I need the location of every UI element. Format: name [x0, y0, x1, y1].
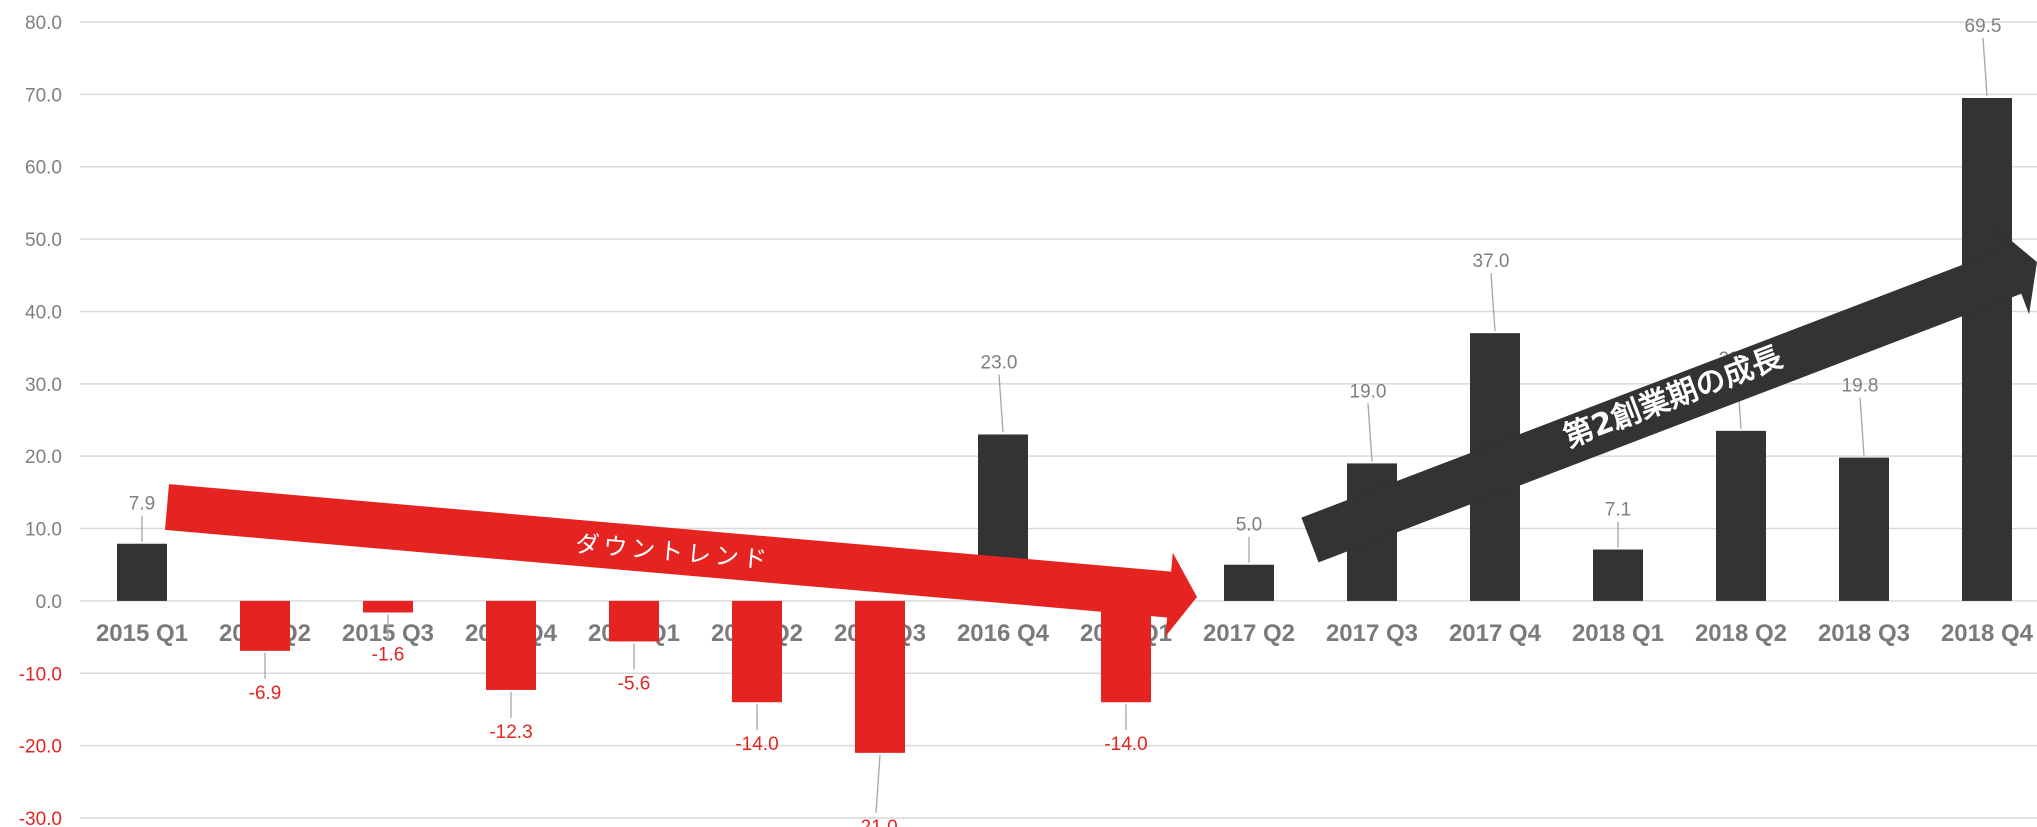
data-label: -1.6	[372, 644, 405, 665]
y-tick-label: -10.0	[19, 664, 62, 685]
data-label: 5.0	[1236, 515, 1262, 536]
data-label: -21.0	[854, 817, 897, 827]
x-tick-label: 2018 Q1	[1572, 620, 1664, 647]
data-label: 19.8	[1842, 376, 1879, 397]
bar	[117, 543, 167, 601]
growth-arrow	[1301, 228, 2037, 563]
y-tick-label: 50.0	[25, 230, 62, 251]
x-tick-label: 2016 Q4	[957, 620, 1050, 647]
bar	[240, 600, 290, 651]
x-tick-label: 2017 Q2	[1203, 620, 1295, 647]
data-label: 19.0	[1350, 381, 1387, 402]
data-label-leader	[875, 754, 881, 813]
data-label-leader	[1859, 397, 1865, 456]
data-label-leader	[1367, 403, 1373, 462]
x-tick-label: 2017 Q3	[1326, 620, 1418, 647]
bar	[732, 600, 782, 703]
data-label: 7.1	[1605, 500, 1631, 521]
x-tick-label: 2018 Q4	[1941, 620, 2034, 647]
bar	[1962, 97, 2012, 601]
y-tick-label: -20.0	[19, 737, 62, 758]
bar	[363, 600, 413, 613]
data-label: -6.9	[249, 683, 282, 704]
data-label-leader	[1490, 273, 1496, 332]
y-tick-label: 30.0	[25, 375, 62, 396]
x-tick-label: 2015 Q1	[96, 620, 188, 647]
y-tick-label: 60.0	[25, 158, 62, 179]
downtrend-arrow	[165, 484, 1197, 637]
data-label: 69.5	[1965, 16, 2002, 37]
data-label: -14.0	[735, 734, 778, 755]
data-label: 37.0	[1473, 251, 1510, 272]
y-tick-label: 20.0	[25, 447, 62, 468]
y-tick-label: 70.0	[25, 85, 62, 106]
y-tick-label: 10.0	[25, 520, 62, 541]
bar	[855, 600, 905, 753]
x-tick-label: 2018 Q2	[1695, 620, 1787, 647]
bar	[1224, 564, 1274, 601]
data-label: -12.3	[489, 722, 532, 743]
bar	[1101, 600, 1151, 703]
bar	[486, 600, 536, 690]
bar	[1593, 549, 1643, 601]
data-label: -14.0	[1104, 734, 1147, 755]
x-tick-label: 2018 Q3	[1818, 620, 1910, 647]
y-tick-label: 40.0	[25, 302, 62, 323]
bar	[609, 600, 659, 642]
y-tick-label: 0.0	[36, 592, 62, 613]
data-label-leader	[998, 374, 1004, 433]
bar	[1839, 457, 1889, 601]
data-label: 23.0	[981, 352, 1018, 373]
bar	[1716, 430, 1766, 601]
y-tick-label: -30.0	[19, 809, 62, 827]
data-label-leader	[1982, 37, 1988, 97]
data-label: -5.6	[618, 673, 651, 694]
x-tick-label: 2017 Q4	[1449, 620, 1542, 647]
y-tick-label: 80.0	[25, 13, 62, 34]
data-label: 7.9	[129, 494, 155, 515]
